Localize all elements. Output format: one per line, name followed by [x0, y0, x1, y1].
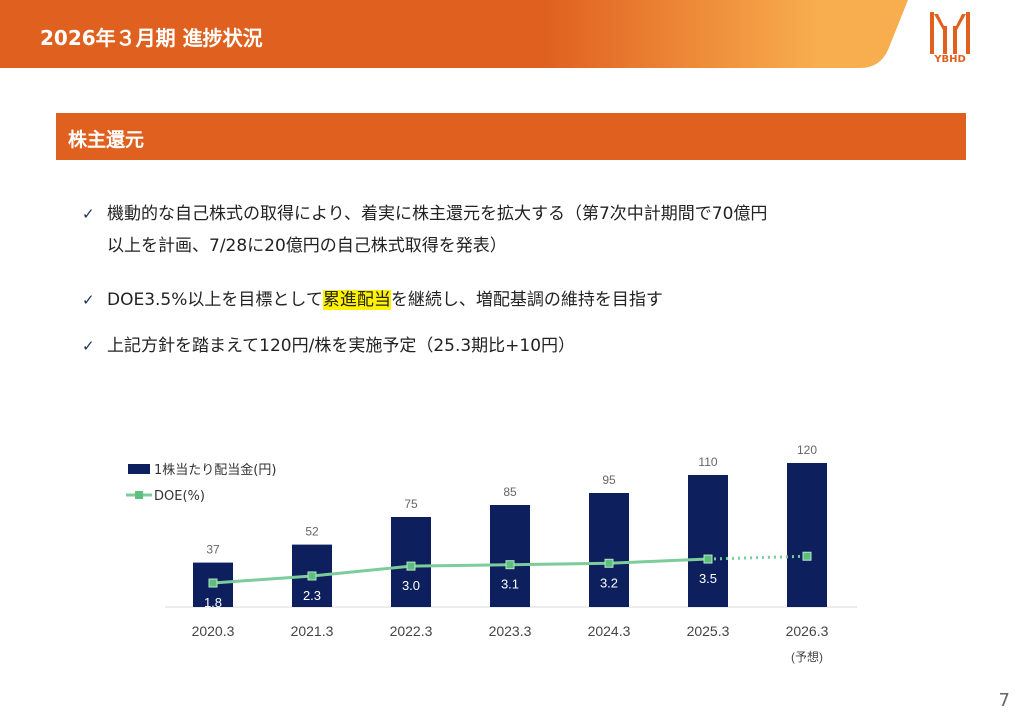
doe-line-forecast: [707, 554, 808, 561]
doe-marker: [604, 558, 614, 568]
doe-value-label: 3.0: [402, 578, 420, 593]
legend-bar-label: 1株当たり配当金(円): [154, 462, 276, 478]
logo-text: YBHD: [934, 54, 966, 65]
check-icon: ✓: [82, 291, 95, 309]
highlight-text: 累進配当: [322, 290, 391, 310]
x-tick-label: 2023.3: [489, 623, 532, 639]
doe-value-label: 2.3: [303, 588, 321, 603]
bar-value-label: 75: [404, 497, 418, 511]
page-title: 2026年３月期 進捗状況: [40, 26, 263, 50]
bar: [787, 463, 827, 607]
bullet-item: ✓ 上記方針を踏まえて120円/株を実施予定（25.3期比+10円）: [82, 330, 942, 362]
bar: [589, 493, 629, 607]
doe-value-label: 3.2: [600, 575, 618, 590]
doe-value-label: 1.8: [204, 595, 222, 610]
page-number: 7: [998, 690, 1010, 711]
bullet-item: ✓ DOE3.5%以上を目標として累進配当を継続し、増配基調の維持を目指す: [82, 284, 942, 316]
x-tick-label: 2021.3: [291, 623, 334, 639]
x-tick-label: 2025.3: [687, 623, 730, 639]
legend-line-label: DOE(%): [154, 489, 205, 504]
bar-value-label: 85: [503, 485, 517, 499]
doe-marker: [208, 578, 218, 588]
bar-value-label: 110: [698, 455, 717, 469]
doe-value-label: 3.1: [501, 577, 519, 592]
section-title: 株主還元: [68, 129, 145, 151]
bar-value-label: 95: [602, 473, 616, 487]
check-icon: ✓: [82, 337, 95, 355]
bullet-item: ✓ 機動的な自己株式の取得により、着実に株主還元を拡大する（第7次中計期間で70…: [82, 198, 942, 262]
x-tick-label: 2022.3: [390, 623, 433, 639]
legend-line-marker: [135, 491, 143, 499]
x-tick-label: 2020.3: [192, 623, 235, 639]
doe-value-label: 3.5: [699, 571, 717, 586]
legend-bar-swatch: [128, 464, 150, 474]
bar-value-label: 37: [206, 543, 220, 557]
ybhd-logo-icon: [930, 12, 970, 54]
x-tick-label: 2026.3: [786, 623, 829, 639]
doe-marker: [703, 554, 713, 564]
check-icon: ✓: [82, 205, 95, 223]
bar: [490, 505, 530, 607]
bar-value-label: 52: [305, 525, 319, 539]
header-banner: [0, 0, 908, 68]
bar-value-label: 120: [797, 443, 817, 457]
doe-line: [212, 557, 709, 585]
doe-marker: [505, 560, 515, 570]
doe-marker: [802, 551, 812, 561]
x-tick-label: 2024.3: [588, 623, 631, 639]
doe-marker: [406, 561, 416, 571]
doe-marker: [307, 571, 317, 581]
bar: [688, 475, 728, 607]
section-header: 株主還元: [56, 113, 966, 160]
x-tick-note: (予想): [791, 649, 823, 664]
